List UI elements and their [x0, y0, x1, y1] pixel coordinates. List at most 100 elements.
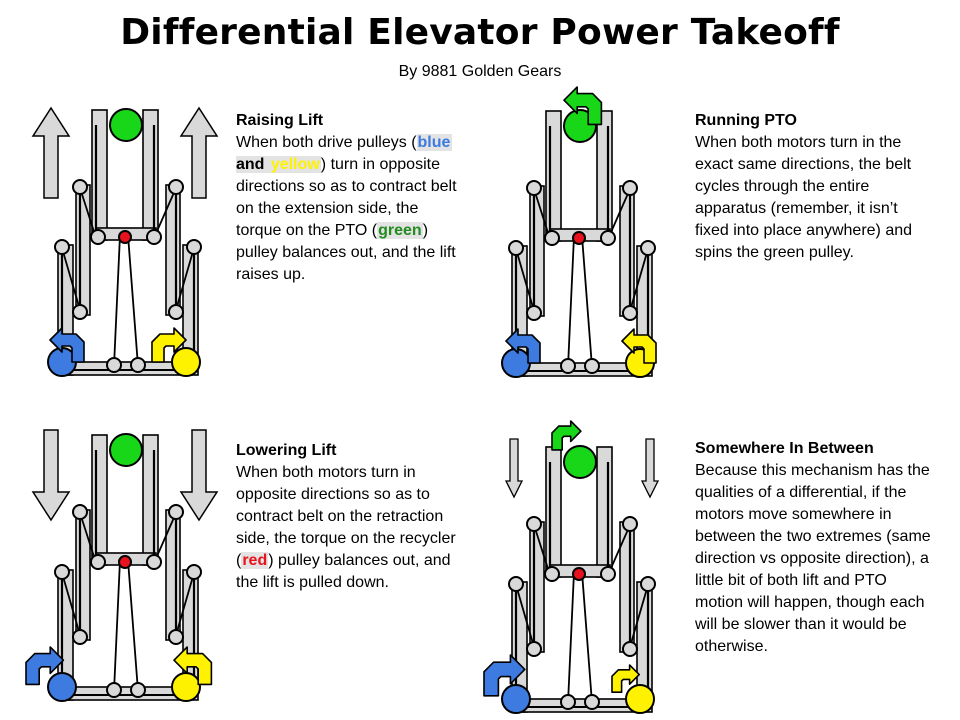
drive-pulley-blue	[47, 672, 77, 702]
idler-pulley	[90, 229, 106, 245]
belt-link-left-lower	[61, 572, 81, 636]
lowering-text-2: ) pulley balances out, and the lift is p…	[236, 552, 451, 591]
raising-lift-description: Raising Lift When both drive pulleys (blu…	[236, 110, 468, 286]
belt-link-right-upper	[153, 187, 177, 239]
idler-pulley	[168, 629, 184, 645]
lowering-lift-heading: Lowering Lift	[236, 442, 337, 459]
idler-pulley	[72, 304, 88, 320]
inner-stage-left	[545, 446, 562, 578]
belt-link-right-lower	[175, 572, 195, 636]
belt-center-right	[127, 559, 139, 692]
yellow-rotation-arrow	[173, 646, 213, 686]
in-between-body: Because this mechanism has the qualities…	[695, 462, 931, 655]
red-word: red	[241, 552, 269, 569]
idler-pulley	[90, 554, 106, 570]
yellow-rotation-arrow	[151, 327, 187, 363]
pto-pulley-green	[563, 445, 597, 479]
raising-text-4: ) pulley balances out, and the lift rais…	[236, 222, 456, 283]
belt-center-right	[581, 571, 593, 704]
idler-pulley	[508, 576, 524, 592]
blue-rotation-arrow	[483, 654, 526, 697]
idler-pulley	[640, 576, 656, 592]
inner-stage-right	[596, 446, 613, 578]
idler-pulley	[72, 179, 88, 195]
middle-stage-left	[529, 185, 545, 317]
belt-link-right-upper	[153, 512, 177, 564]
middle-stage-left	[529, 521, 545, 653]
idler-pulley	[640, 240, 656, 256]
idler-pulley	[106, 357, 122, 373]
idler-pulley	[508, 240, 524, 256]
lift-down-arrow-right	[179, 429, 219, 522]
raising-text-3: ) turn in opposite directions so as to c…	[236, 156, 457, 239]
blue-rotation-arrow	[505, 328, 541, 364]
belt-link-right-upper	[607, 188, 631, 240]
yellow-rotation-arrow	[621, 328, 657, 364]
idler-pulley	[186, 239, 202, 255]
idler-pulley	[186, 564, 202, 580]
running-pto-description: Running PTO When both motors turn in the …	[695, 110, 935, 264]
idler-pulley	[54, 239, 70, 255]
belt-link-left-upper	[533, 188, 551, 240]
belt-center-right	[127, 234, 139, 367]
idler-pulley	[168, 179, 184, 195]
drive-pulley-yellow	[171, 672, 201, 702]
blue-rotation-arrow	[25, 646, 65, 686]
drive-pulley-yellow	[625, 684, 655, 714]
belt-link-left-upper	[533, 524, 551, 576]
lowering-lift-diagram	[25, 429, 219, 702]
recycler-pulley-red	[118, 555, 132, 569]
page-subtitle: By 9881 Golden Gears	[398, 63, 562, 80]
belt-link-left-lower	[61, 247, 81, 311]
idler-pulley	[168, 304, 184, 320]
page-title: Differential Elevator Power Takeoff	[120, 12, 840, 53]
idler-pulley	[130, 682, 146, 698]
yellow-word: yellow	[269, 156, 321, 173]
idler-pulley	[584, 694, 600, 710]
idler-pulley	[526, 180, 542, 196]
idler-pulley	[130, 357, 146, 373]
inner-stage-left	[545, 110, 562, 242]
inner-stage-left	[91, 109, 108, 241]
belt-link-right-lower	[629, 584, 649, 648]
idler-pulley	[544, 230, 560, 246]
lift-up-arrow-right	[179, 106, 219, 199]
lowering-lift-description: Lowering Lift When both motors turn in op…	[236, 440, 468, 594]
blue-word: blue	[416, 134, 452, 151]
inner-stage-right	[142, 109, 159, 241]
belt-link-right-lower	[629, 248, 649, 312]
yellow-rotation-arrow	[611, 664, 640, 694]
green-word: green	[377, 222, 423, 239]
idler-pulley	[526, 516, 542, 532]
raising-lift-diagram	[31, 106, 219, 377]
idler-pulley	[146, 554, 162, 570]
belt-link-left-lower	[515, 584, 535, 648]
idler-pulley	[526, 641, 542, 657]
recycler-pulley-red	[572, 231, 586, 245]
idler-pulley	[544, 566, 560, 582]
drive-pulley-blue	[501, 684, 531, 714]
idler-pulley	[622, 516, 638, 532]
lift-down-arrow-right	[640, 438, 660, 499]
belt-link-left-upper	[79, 187, 97, 239]
idler-pulley	[600, 230, 616, 246]
pto-pulley-green	[109, 108, 143, 142]
idler-pulley	[600, 566, 616, 582]
in-between-description: Somewhere In Between Because this mechani…	[695, 438, 935, 658]
green-rotation-arrow	[563, 86, 603, 126]
green-rotation-arrow	[551, 420, 582, 451]
in-between-heading: Somewhere In Between	[695, 440, 874, 457]
in-between-diagram	[483, 420, 660, 714]
belt-link-right-upper	[607, 524, 631, 576]
idler-pulley	[622, 641, 638, 657]
belt-center-left	[113, 559, 121, 692]
belt-link-right-lower	[175, 247, 195, 311]
middle-stage-left	[75, 509, 91, 641]
lift-down-arrow-left	[504, 438, 524, 499]
lowering-text-1: When both motors turn in opposite direct…	[236, 464, 456, 569]
running-pto-body: When both motors turn in the exact same …	[695, 134, 913, 261]
blue-rotation-arrow	[49, 327, 85, 363]
idler-pulley	[622, 180, 638, 196]
idler-pulley	[168, 504, 184, 520]
idler-pulley	[560, 358, 576, 374]
